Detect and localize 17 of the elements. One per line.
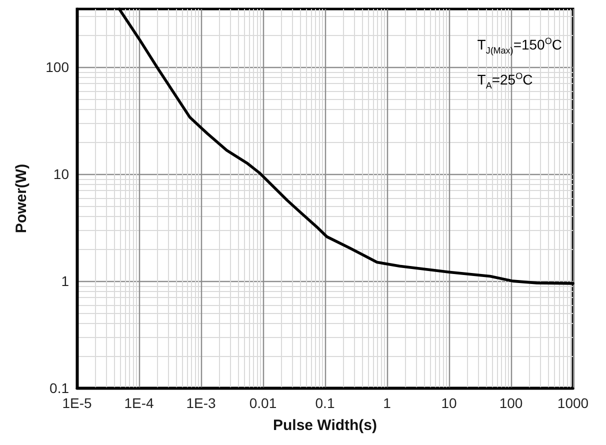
y-tick-label: 1 (61, 273, 70, 290)
x-tick-label: 1 (383, 395, 392, 411)
x-tick-label: 100 (499, 395, 523, 411)
x-tick-label: 0.1 (315, 395, 335, 411)
x-tick-label: 1E-4 (124, 395, 154, 411)
x-tick-label: 1000 (557, 395, 589, 411)
x-axis-title: Pulse Width(s) (272, 417, 378, 434)
y-tick-label: 10 (53, 166, 70, 182)
y-axis-title: Power(W) (13, 164, 30, 234)
x-tick-label: 0.01 (249, 395, 277, 411)
y-tick-label: 100 (46, 59, 70, 76)
y-tick-label: 0.1 (50, 380, 70, 396)
annotation: T$_{A}$=25$^{O}$C (477, 70, 534, 93)
x-tick-label: 1E-5 (62, 395, 92, 411)
x-tick-label: 10 (441, 395, 457, 411)
annotation: T$_{J(Max)}$=150$^{O}$C (477, 35, 562, 58)
x-tick-label: 1E-3 (186, 395, 216, 411)
